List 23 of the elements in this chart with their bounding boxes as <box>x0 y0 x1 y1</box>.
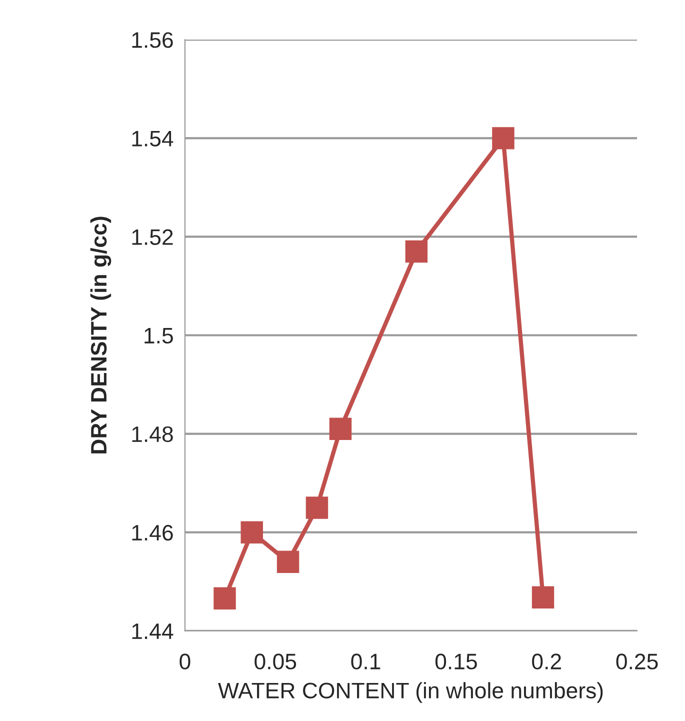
point <box>329 418 352 440</box>
point <box>276 550 300 574</box>
y-tick-label: 1.48 <box>132 426 173 442</box>
y-tick-label: 1.5 <box>144 328 173 344</box>
point <box>492 127 514 150</box>
x-tick-label: 0.2 <box>532 654 561 670</box>
x-axis-title: WATER CONTENT (in whole numbers) <box>218 682 603 703</box>
point <box>240 521 263 544</box>
x-tick-label: 0.1 <box>351 654 380 670</box>
y-tick-label: 1.52 <box>132 229 173 245</box>
point <box>214 587 236 610</box>
y-tick-label: 1.54 <box>132 130 174 146</box>
y-tick-label: 1.56 <box>132 32 173 48</box>
y-tick-label: 1.46 <box>132 524 173 541</box>
x-tick-label: 0.25 <box>616 654 658 670</box>
y-axis-title: DRY DENSITY (in g/cc) <box>90 216 112 454</box>
x-tick-label: 0 <box>180 654 190 670</box>
x-tick-label: 0.15 <box>435 654 477 670</box>
point <box>532 586 554 608</box>
y-tick-label: 1.44 <box>132 624 174 639</box>
x-tick-label: 0.05 <box>254 654 296 670</box>
point <box>405 240 428 263</box>
point <box>306 496 328 519</box>
